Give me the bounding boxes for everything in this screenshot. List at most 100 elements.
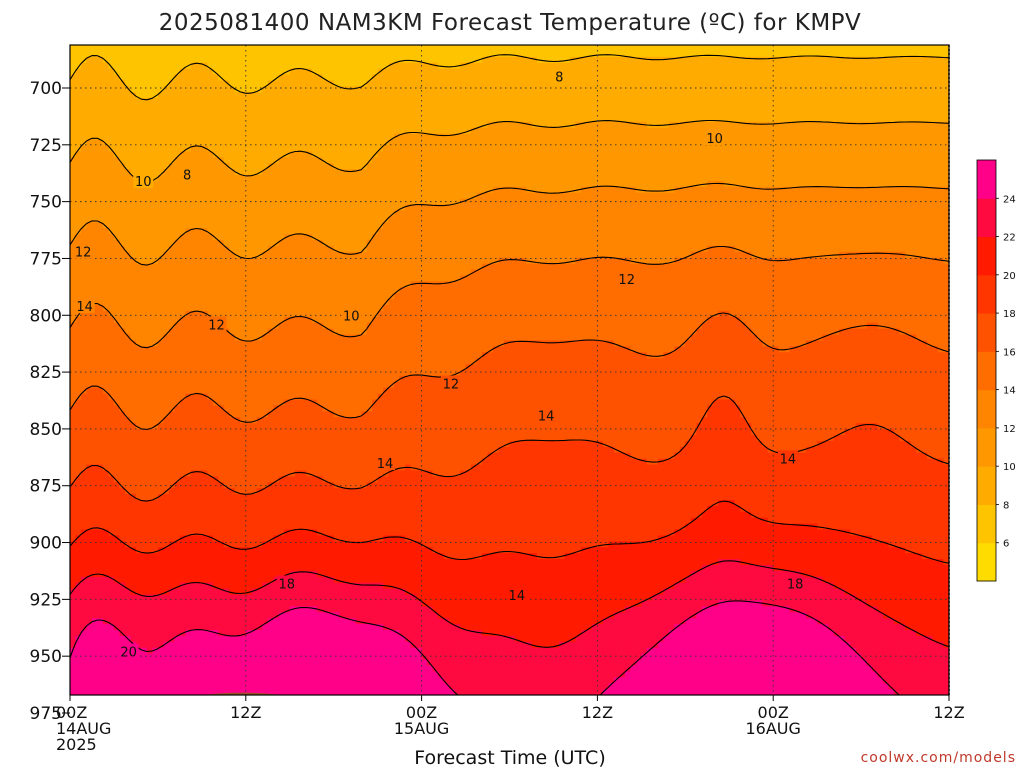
- temperature-cell: [701, 80, 708, 87]
- temperature-cell: [174, 121, 181, 129]
- temperature-cell: [344, 180, 351, 188]
- temperature-cell: [295, 62, 302, 70]
- temperature-cell: [905, 92, 912, 99]
- temperature-cell: [806, 50, 813, 58]
- temperature-cell: [833, 180, 840, 188]
- temperature-cell: [839, 104, 846, 111]
- temperature-cell: [811, 163, 818, 170]
- temperature-cell: [366, 198, 373, 206]
- temperature-cell: [91, 157, 99, 164]
- temperature-cell: [174, 62, 181, 70]
- temperature-cell: [745, 222, 752, 229]
- temperature-cell: [190, 151, 197, 158]
- temperature-cell: [916, 180, 923, 188]
- temperature-cell: [679, 56, 686, 64]
- temperature-cell: [696, 74, 703, 82]
- temperature-cell: [328, 45, 335, 52]
- temperature-cell: [223, 145, 230, 152]
- temperature-cell: [229, 74, 236, 82]
- temperature-cell: [734, 216, 741, 223]
- temperature-cell: [531, 180, 538, 188]
- temperature-cell: [102, 186, 110, 194]
- temperature-cell: [641, 110, 648, 117]
- temperature-cell: [921, 110, 928, 117]
- temperature-cell: [300, 104, 307, 111]
- temperature-cell: [850, 80, 857, 87]
- temperature-cell: [729, 56, 736, 64]
- temperature-cell: [597, 216, 604, 223]
- temperature-cell: [921, 74, 928, 82]
- temperature-cell: [542, 151, 549, 158]
- temperature-cell: [811, 45, 818, 52]
- temperature-cell: [531, 127, 538, 135]
- temperature-cell: [355, 204, 362, 212]
- temperature-cell: [608, 98, 615, 105]
- temperature-cell: [608, 180, 615, 188]
- temperature-cell: [174, 115, 181, 123]
- temperature-cell: [916, 92, 923, 99]
- temperature-cell: [575, 151, 582, 158]
- temperature-cell: [262, 104, 269, 111]
- temperature-cell: [322, 45, 329, 52]
- temperature-cell: [234, 180, 241, 188]
- temperature-cell: [75, 163, 82, 170]
- temperature-cell: [602, 86, 609, 93]
- temperature-cell: [734, 98, 741, 105]
- temperature-cell: [372, 50, 379, 58]
- temperature-cell: [168, 204, 175, 212]
- temperature-cell: [190, 98, 197, 105]
- temperature-cell: [542, 133, 549, 141]
- temperature-cell: [262, 204, 269, 212]
- temperature-cell: [493, 157, 500, 164]
- temperature-cell: [295, 80, 302, 87]
- temperature-cell: [91, 86, 99, 93]
- temperature-cell: [883, 74, 890, 82]
- temperature-cell: [289, 68, 296, 76]
- temperature-cell: [531, 151, 538, 158]
- temperature-cell: [756, 133, 763, 141]
- temperature-cell: [828, 192, 835, 200]
- temperature-cell: [152, 210, 159, 217]
- temperature-cell: [657, 127, 664, 135]
- temperature-cell: [234, 151, 241, 158]
- temperature-cell: [146, 151, 153, 158]
- temperature-cell: [921, 157, 928, 164]
- temperature-cell: [322, 192, 329, 200]
- temperature-cell: [328, 121, 335, 129]
- temperature-cell: [179, 45, 186, 52]
- temperature-cell: [152, 163, 159, 170]
- temperature-cell: [883, 145, 890, 152]
- temperature-cell: [663, 86, 670, 93]
- temperature-cell: [449, 186, 456, 194]
- temperature-cell: [432, 210, 439, 217]
- temperature-cell: [350, 92, 357, 99]
- temperature-cell: [905, 204, 912, 212]
- temperature-cell: [663, 192, 670, 200]
- temperature-cell: [613, 104, 620, 111]
- temperature-cell: [828, 104, 835, 111]
- temperature-cell: [773, 204, 780, 212]
- temperature-cell: [267, 180, 274, 188]
- temperature-cell: [509, 127, 516, 135]
- temperature-cell: [866, 222, 873, 229]
- temperature-cell: [196, 204, 203, 212]
- temperature-cell: [800, 92, 807, 99]
- temperature-cell: [773, 45, 780, 52]
- temperature-cell: [822, 68, 829, 76]
- temperature-cell: [333, 98, 340, 105]
- temperature-cell: [97, 121, 104, 129]
- temperature-cell: [635, 74, 642, 82]
- temperature-cell: [839, 80, 846, 87]
- temperature-cell: [454, 186, 461, 194]
- temperature-cell: [113, 198, 121, 206]
- temperature-cell: [487, 127, 494, 135]
- temperature-cell: [476, 139, 483, 147]
- temperature-cell: [767, 210, 774, 217]
- temperature-cell: [108, 98, 115, 105]
- temperature-cell: [624, 98, 631, 105]
- temperature-cell: [685, 210, 692, 217]
- temperature-cell: [108, 169, 115, 176]
- temperature-cell: [355, 80, 362, 87]
- temperature-cell: [102, 157, 110, 164]
- temperature-cell: [113, 74, 121, 82]
